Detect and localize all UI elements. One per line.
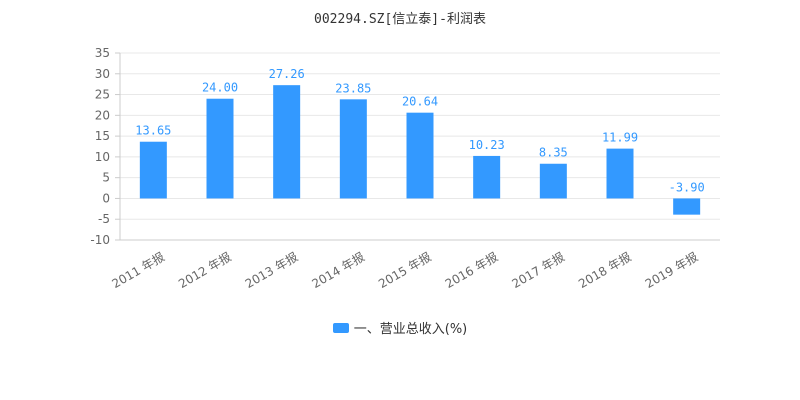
y-axis-ticks: 35 30 25 20 15 10 5 0 -5 -10 — [90, 46, 110, 247]
x-category-label: 2015 年报 — [376, 249, 434, 291]
y-tick-label: 25 — [95, 88, 110, 102]
legend[interactable]: 一、营业总收入(%) — [0, 318, 800, 337]
bar[interactable] — [473, 155, 501, 199]
data-labels: 13.65 24.00 27.26 23.85 20.64 10.23 8.35 11.99 -… — [135, 67, 704, 194]
axes — [115, 52, 720, 241]
y-tick-label: -10 — [90, 233, 110, 247]
y-tick-label: 0 — [102, 191, 110, 205]
x-category-label: 2014 年报 — [309, 249, 367, 291]
data-label: 27.26 — [269, 67, 305, 81]
x-category-label: 2013 年报 — [242, 249, 300, 291]
data-label: 11.99 — [602, 131, 638, 145]
bar[interactable] — [673, 198, 701, 215]
legend-label: 一、营业总收入(%) — [353, 322, 468, 337]
x-category-label: 2018 年报 — [576, 249, 634, 291]
data-label: -3.90 — [669, 180, 705, 194]
bar[interactable] — [273, 85, 301, 199]
data-label: 13.65 — [135, 124, 171, 138]
y-tick-label: 15 — [95, 129, 110, 143]
bar[interactable] — [606, 148, 634, 199]
y-tick-label: -5 — [98, 212, 110, 226]
data-label: 8.35 — [539, 146, 568, 160]
y-tick-label: 10 — [95, 150, 110, 164]
chart-title: 002294.SZ[信立泰]-利润表 — [314, 12, 486, 27]
legend-swatch — [332, 322, 349, 333]
x-axis-categories: 2011 年报 2012 年报 2013 年报 2014 年报 2015 年报 2016 … — [109, 249, 700, 291]
bars — [139, 85, 701, 215]
x-category-label: 2016 年报 — [442, 249, 500, 291]
bar[interactable] — [339, 99, 367, 199]
bar[interactable] — [206, 98, 234, 199]
bar[interactable] — [406, 112, 434, 199]
data-label: 10.23 — [469, 138, 505, 152]
y-tick-label: 35 — [95, 46, 110, 60]
y-tick-label: 5 — [102, 171, 110, 185]
bar[interactable] — [139, 141, 167, 199]
x-category-label: 2012 年报 — [176, 249, 234, 291]
data-label: 23.85 — [335, 81, 371, 95]
data-label: 24.00 — [202, 81, 238, 95]
data-label: 20.64 — [402, 95, 438, 109]
x-category-label: 2019 年报 — [642, 249, 700, 291]
bar[interactable] — [539, 163, 567, 199]
y-tick-label: 20 — [95, 108, 110, 122]
x-category-label: 2017 年报 — [509, 249, 567, 291]
x-category-label: 2011 年报 — [109, 249, 167, 291]
y-tick-label: 30 — [95, 67, 110, 81]
